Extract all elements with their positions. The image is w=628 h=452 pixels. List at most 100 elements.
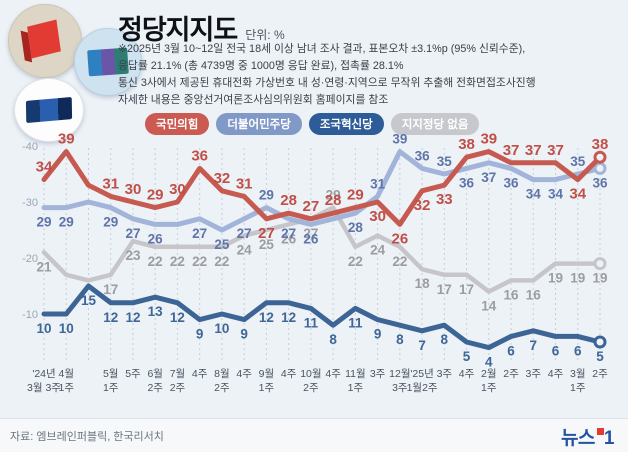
note-line: ※2025년 3월 10~12일 전국 18세 이상 남녀 조사 결과, 표본오… <box>118 43 526 55</box>
value-label-red: 28 <box>280 192 297 209</box>
x-tick-label: '24년 <box>32 368 55 380</box>
value-label-navy: 12 <box>103 310 118 325</box>
red-cube-icon <box>27 19 61 59</box>
value-label-blue: 35 <box>570 154 586 169</box>
value-label-navy: 4 <box>485 355 493 370</box>
value-label-navy: 7 <box>418 338 426 353</box>
value-label-red: 38 <box>592 136 609 153</box>
value-label-red: 31 <box>236 175 253 192</box>
x-tick-label: 11월 <box>345 368 366 380</box>
value-label-navy: 13 <box>148 304 164 319</box>
value-label-gray: 16 <box>504 287 520 302</box>
value-label-navy: 11 <box>348 315 363 330</box>
x-tick-label: 7월 <box>170 368 186 380</box>
value-label-gray: 17 <box>437 282 452 297</box>
legend-pill-ppp: 국민의힘 <box>145 113 210 135</box>
value-label-blue: 27 <box>281 226 296 241</box>
x-tick-label: 2주 <box>170 382 186 394</box>
value-label-navy: 12 <box>281 310 296 325</box>
note-line: 통신 3사에서 제공된 휴대전화 가상번호 내 성·연령·지역으로 무작위 추출… <box>118 76 536 89</box>
value-label-red: 29 <box>347 187 364 204</box>
value-label-gray: 21 <box>36 259 52 274</box>
value-label-navy: 11 <box>304 315 319 330</box>
x-tick-label: 9월 <box>259 368 275 380</box>
navy-flag-icon <box>25 96 73 124</box>
y-tick-label: -40 <box>22 141 38 153</box>
x-tick-label: 2주 <box>592 368 608 380</box>
value-label-red: 30 <box>125 181 142 198</box>
value-label-gray: 17 <box>459 282 474 297</box>
value-label-gray: 14 <box>481 299 497 314</box>
value-label-gray: 19 <box>592 271 607 286</box>
x-tick-label: '25년 <box>410 368 433 380</box>
value-label-gray: 22 <box>148 254 163 269</box>
x-tick-label: 2주 <box>503 368 519 380</box>
news1-logo-text: 뉴스 <box>560 428 595 449</box>
x-tick-label: 2월 <box>481 368 497 380</box>
value-label-gray: 22 <box>192 254 207 269</box>
footer-bar: 자료: 엠브레인퍼블릭, 한국리서치 뉴스 1 <box>0 418 628 452</box>
value-label-gray: 27 <box>303 226 318 241</box>
legend-pill-none: 지지정당 없음 <box>390 113 480 135</box>
value-label-navy: 15 <box>81 293 97 308</box>
value-label-red: 29 <box>147 187 164 204</box>
unit-label: 단위: % <box>245 28 285 42</box>
value-label-red: 33 <box>436 191 453 208</box>
legend-pill-dpk: 더불어민주당 <box>216 113 302 135</box>
value-label-blue: 36 <box>415 148 431 163</box>
value-label-blue: 37 <box>481 170 496 185</box>
value-label-gray: 16 <box>526 287 542 302</box>
x-tick-label: 12월 <box>389 368 410 380</box>
value-label-blue: 36 <box>592 175 608 190</box>
value-label-navy: 10 <box>59 321 74 336</box>
x-tick-label: 5주 <box>125 368 141 380</box>
value-label-navy: 8 <box>396 332 404 347</box>
value-label-red: 32 <box>414 197 431 214</box>
value-label-red: 26 <box>391 230 408 247</box>
value-label-gray: 25 <box>259 237 275 252</box>
value-label-red: 39 <box>480 131 497 148</box>
x-tick-label: 2주 <box>303 382 319 394</box>
value-label-navy: 5 <box>596 349 604 364</box>
value-label-red: 27 <box>258 225 275 242</box>
x-tick-label: 3주 <box>370 368 386 380</box>
value-label-navy: 5 <box>463 349 471 364</box>
value-label-navy: 9 <box>196 327 204 342</box>
rkp-flag-logo-icon <box>14 78 84 142</box>
x-tick-label: 6월 <box>147 368 163 380</box>
value-label-red: 37 <box>547 142 564 159</box>
value-label-blue: 27 <box>237 226 252 241</box>
value-label-gray: 22 <box>170 254 185 269</box>
value-label-red: 34 <box>36 159 53 176</box>
note-line: 자세한 내용은 중앙선거여론조사심의위원회 홈페이지를 참조 <box>118 93 389 106</box>
value-label-gray: 19 <box>570 271 585 286</box>
value-label-red: 30 <box>169 181 186 198</box>
x-tick-label: 1주 <box>348 382 364 394</box>
x-tick-label: 3월 3주 <box>27 382 61 394</box>
value-label-blue: 36 <box>459 175 475 190</box>
x-tick-label: 10월 <box>300 368 321 380</box>
value-label-red: 34 <box>569 186 586 203</box>
value-label-red: 37 <box>503 142 520 159</box>
value-label-red: 27 <box>303 198 320 215</box>
x-tick-label: 3주 <box>526 368 542 380</box>
value-label-red: 30 <box>369 208 386 225</box>
x-tick-label: 5월 <box>103 368 119 380</box>
value-label-blue: 29 <box>259 188 274 203</box>
x-tick-label: 3주 <box>437 368 453 380</box>
value-label-gray: 26 <box>281 231 297 246</box>
legend-pill-rkp: 조국혁신당 <box>308 113 384 135</box>
value-label-blue: 29 <box>59 215 74 230</box>
value-label-blue: 28 <box>348 220 364 235</box>
title-block: 정당지지도 단위: % <box>118 8 285 47</box>
x-tick-label: 4월 <box>58 368 74 380</box>
value-label-navy: 8 <box>329 332 337 347</box>
value-label-blue: 34 <box>526 187 542 202</box>
x-tick-label: 3월 <box>570 368 586 380</box>
value-label-navy: 9 <box>240 327 248 342</box>
x-tick-label: 1주 <box>570 382 586 394</box>
value-label-red: 32 <box>214 170 231 187</box>
x-tick-label: 4주 <box>459 368 475 380</box>
news1-logo: 뉴스 1 <box>560 423 615 450</box>
